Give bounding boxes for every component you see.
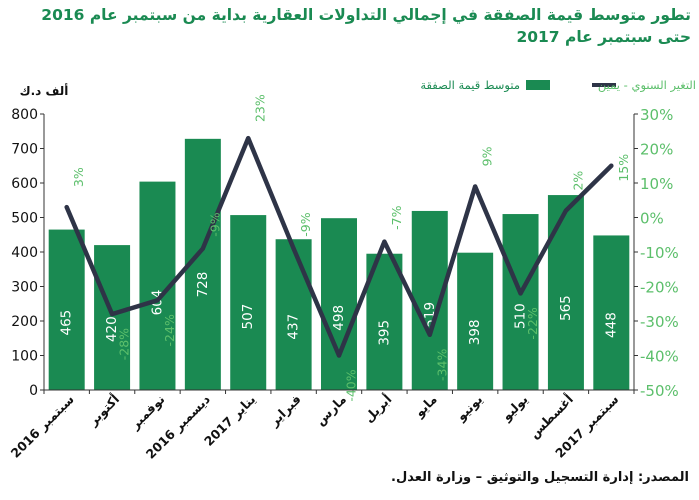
category-label-0: سبتمبر 2016 (8, 392, 77, 461)
bar-4 (230, 215, 267, 390)
category-label-1: أكتوبر (84, 391, 122, 429)
line-point-10 (518, 291, 523, 296)
bar-value-label-6: 498 (331, 305, 347, 331)
bar-1 (94, 245, 131, 390)
category-label-6: مارس (312, 392, 349, 429)
line-value-label-6: -40% (344, 369, 359, 401)
line-value-label-1: -28% (117, 328, 132, 360)
category-label-7: أبريل (360, 391, 394, 425)
left-tick-label-2: 200 (11, 314, 38, 330)
bar-6 (321, 218, 357, 390)
bar-value-label-12: 448 (603, 312, 619, 338)
category-label-9: يونيو (453, 392, 486, 425)
line-point-5 (291, 246, 296, 251)
left-tick-label-0: 0 (29, 383, 38, 399)
right-tick-label-2: -30% (640, 313, 679, 331)
bar-0 (48, 229, 85, 390)
category-label-8: مايو (411, 392, 440, 421)
right-tick-label-8: 30% (640, 106, 673, 124)
legend-label-line: التغير السنوي - يمين (598, 78, 696, 93)
line-point-6 (337, 353, 341, 358)
bar-9 (457, 252, 494, 390)
line-value-label-2: -24% (162, 314, 177, 346)
right-tick-label-7: 20% (640, 141, 673, 159)
line-point-2 (155, 298, 160, 303)
bar-5 (275, 239, 312, 390)
line-point-0 (64, 205, 69, 210)
right-tick-label-5: 0% (640, 210, 664, 228)
bar-value-label-7: 395 (376, 320, 392, 346)
bar-value-label-3: 728 (195, 272, 211, 298)
category-label-5: فبراير (266, 392, 304, 430)
line-value-label-5: -9% (298, 212, 313, 236)
legend-swatch-bars (526, 80, 550, 90)
line-point-7 (382, 239, 387, 244)
line-point-9 (473, 184, 478, 189)
left-tick-label-4: 400 (11, 245, 38, 261)
bar-value-label-9: 398 (467, 319, 483, 345)
line-point-12 (609, 163, 614, 168)
right-tick-label-1: -40% (640, 348, 679, 366)
bar-value-label-5: 437 (286, 314, 302, 340)
line-value-label-8: -34% (434, 349, 449, 381)
left-tick-label-1: 100 (11, 349, 38, 365)
left-axis-unit: ألف د.ك (20, 83, 69, 98)
line-point-4 (246, 136, 251, 141)
bar-value-label-11: 565 (558, 295, 574, 321)
line-value-label-0: 3% (71, 167, 86, 187)
bar-value-label-4: 507 (240, 304, 256, 330)
line-value-label-12: 15% (616, 154, 631, 182)
left-tick-label-5: 500 (11, 211, 38, 227)
category-label-10: يوليو (498, 392, 531, 425)
line-point-11 (563, 208, 568, 213)
right-tick-label-3: -20% (640, 279, 679, 297)
bar-value-label-10: 510 (513, 303, 529, 329)
line-point-8 (427, 332, 432, 337)
line-value-label-7: -7% (389, 205, 404, 229)
right-tick-label-4: -10% (640, 244, 679, 262)
line-value-label-11: 2% (570, 171, 585, 191)
bar-10 (502, 214, 539, 390)
right-tick-label-6: 10% (640, 175, 673, 193)
legend-label-bars: متوسط قيمة الصفقة (420, 78, 520, 93)
source-note: المصدر: إدارة التسجيل والتوثيق – وزارة ا… (391, 470, 689, 485)
left-tick-label-8: 800 (11, 107, 38, 123)
left-tick-label-6: 600 (11, 176, 38, 192)
line-value-label-9: 9% (480, 146, 495, 166)
line-point-1 (110, 312, 115, 317)
left-tick-label-7: 700 (11, 142, 38, 158)
line-value-label-3: -9% (207, 212, 222, 236)
bar-value-label-1: 420 (104, 316, 120, 342)
left-tick-label-3: 300 (11, 280, 38, 296)
bar-11 (547, 195, 584, 390)
line-value-label-4: 23% (253, 94, 268, 122)
chart-title: تطور متوسط قيمة الصفقة في إجمالي التداول… (41, 6, 691, 46)
line-value-label-10: -22% (525, 307, 540, 339)
legend: متوسط قيمة الصفقة التغير السنوي - يمين (420, 78, 696, 93)
category-label-2: نوفمبر (127, 392, 168, 433)
bar-12 (593, 235, 630, 390)
line-point-3 (200, 246, 205, 251)
bar-value-label-0: 465 (59, 310, 75, 336)
right-tick-label-0: -50% (640, 382, 679, 400)
